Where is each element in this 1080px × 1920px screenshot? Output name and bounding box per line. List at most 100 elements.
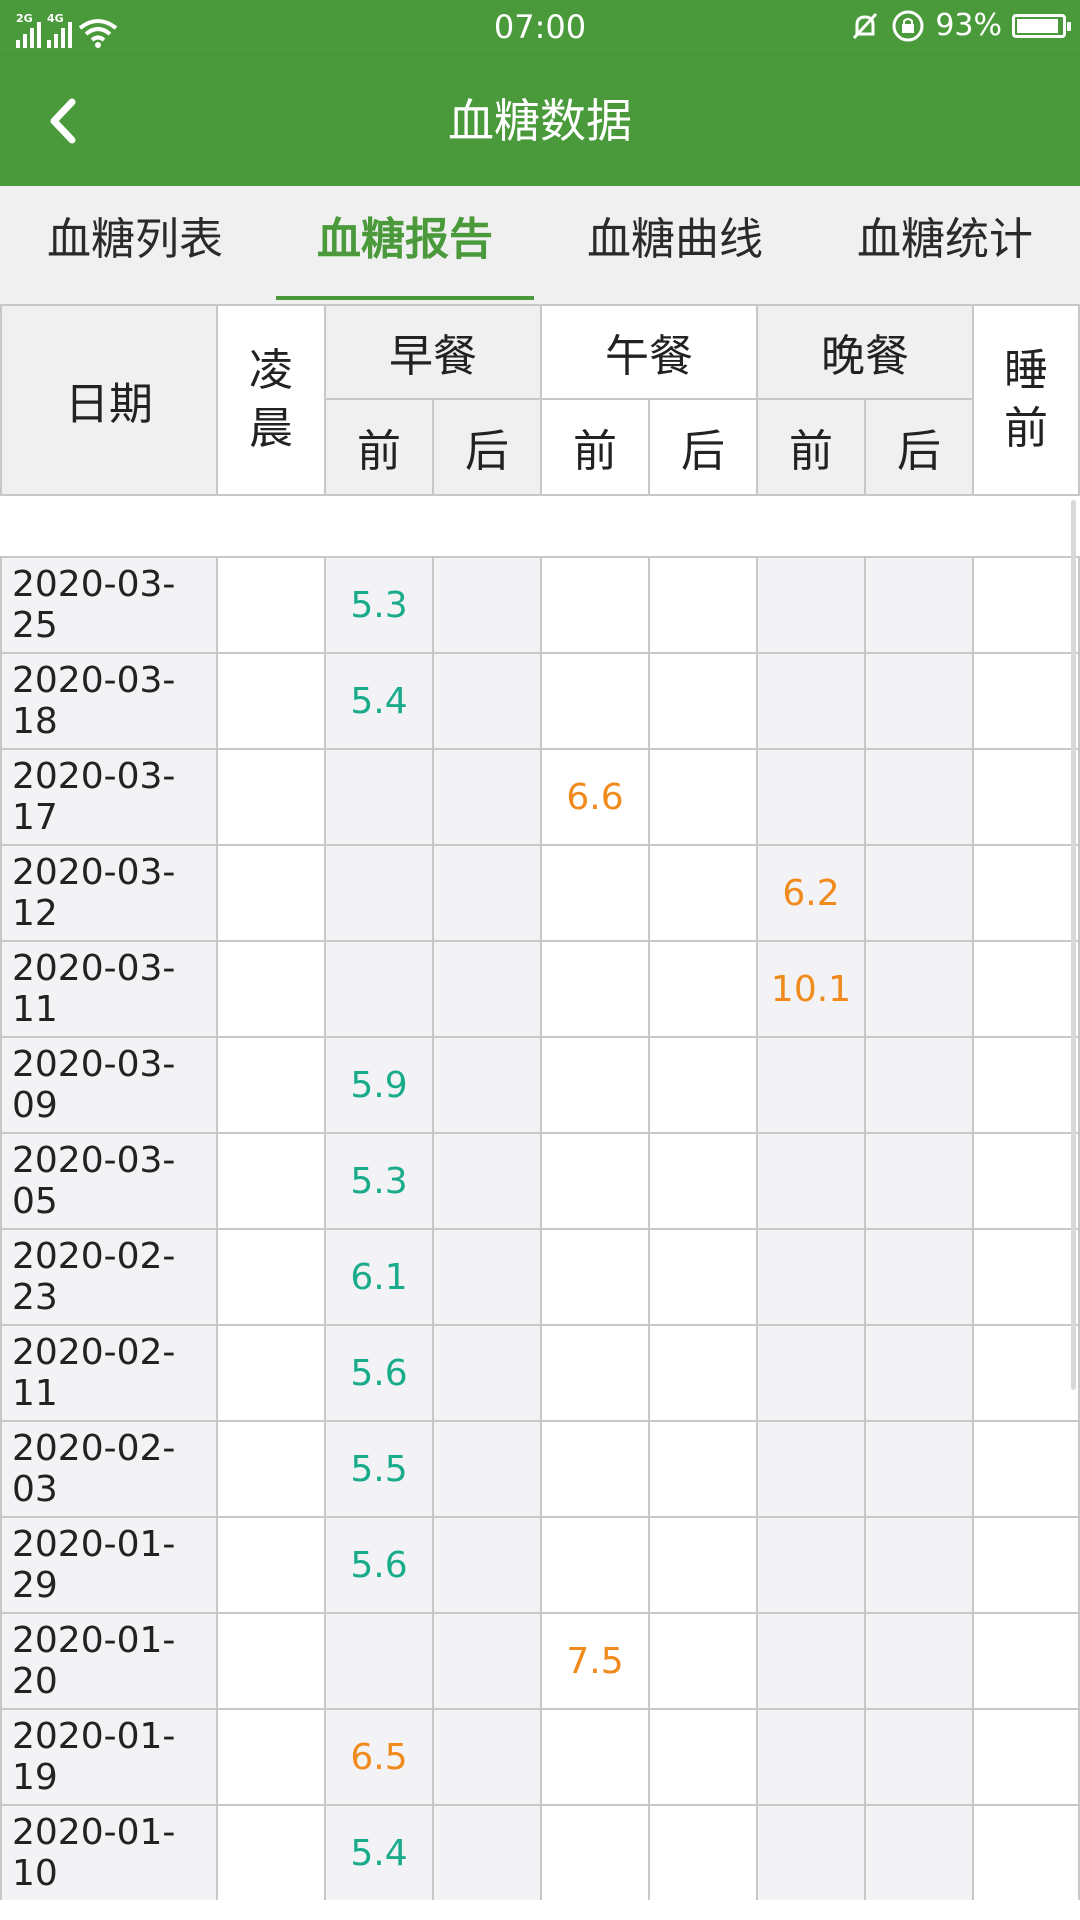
value-cell	[866, 942, 974, 1036]
value-cell	[974, 1806, 1080, 1900]
app-bar: 血糖数据	[0, 56, 1080, 186]
value-cell	[218, 1614, 326, 1708]
mute-bell-icon	[853, 12, 878, 39]
table-row[interactable]: 2020-01-20 7.5	[0, 1612, 1080, 1708]
sub-label: 后	[465, 426, 509, 477]
value-cell	[650, 942, 758, 1036]
value-cell	[434, 1038, 542, 1132]
value-cell	[974, 1422, 1080, 1516]
value-cell	[650, 1806, 758, 1900]
value-cell	[974, 1326, 1080, 1420]
value-cell	[434, 942, 542, 1036]
value-cell	[434, 846, 542, 940]
tab-blood-sugar-stats[interactable]: 血糖统计	[810, 186, 1080, 304]
table-row[interactable]: 2020-01-29 5.6	[0, 1516, 1080, 1612]
value-cell: 5.9	[326, 1038, 434, 1132]
value-cell	[866, 1038, 974, 1132]
status-right: 93%	[849, 8, 1071, 43]
sub-label: 前	[573, 426, 617, 477]
table-row[interactable]: 2020-03-17 6.6	[0, 748, 1080, 844]
date-cell: 2020-03-12	[0, 846, 218, 940]
value-cell	[974, 1230, 1080, 1324]
back-button[interactable]	[30, 84, 104, 158]
header-dinner-after: 后	[866, 400, 974, 494]
table-row[interactable]: 2020-02-11 5.6	[0, 1324, 1080, 1420]
date-cell: 2020-03-25	[0, 558, 218, 652]
tab-bar: 血糖列表 血糖报告 血糖曲线 血糖统计	[0, 186, 1080, 304]
battery-percent: 93%	[935, 8, 1002, 43]
value-cell	[650, 558, 758, 652]
value-cell	[866, 558, 974, 652]
value-cell	[650, 1230, 758, 1324]
value-cell	[542, 1518, 650, 1612]
table-row[interactable]: 2020-03-05 5.3	[0, 1132, 1080, 1228]
value-cell	[218, 1038, 326, 1132]
value-cell	[866, 750, 974, 844]
value-cell: 6.5	[326, 1710, 434, 1804]
header-bedtime-2: 前	[1004, 403, 1048, 454]
value-cell	[218, 1134, 326, 1228]
table-row[interactable]: 2020-03-18 5.4	[0, 652, 1080, 748]
scrollbar[interactable]	[1071, 500, 1076, 1390]
tab-label: 血糖曲线	[587, 214, 763, 265]
network-label-4g: 4G	[47, 12, 64, 25]
value-cell	[866, 1134, 974, 1228]
value-cell	[866, 1806, 974, 1900]
value-cell	[974, 558, 1080, 652]
value-cell	[218, 942, 326, 1036]
value-cell: 5.4	[326, 654, 434, 748]
header-early-morning-2: 晨	[249, 403, 293, 454]
value-cell	[866, 1326, 974, 1420]
value-cell	[650, 1038, 758, 1132]
table-header: 日期 凌 晨 早餐 午餐 晚餐 睡 前 前 后 前 后 前 后	[0, 304, 1080, 496]
tab-blood-sugar-report[interactable]: 血糖报告	[270, 186, 540, 304]
value-cell	[542, 1806, 650, 1900]
table-row[interactable]: 2020-02-03 5.5	[0, 1420, 1080, 1516]
table-row[interactable]: 2020-03-12 6.2	[0, 844, 1080, 940]
table-row[interactable]: 2020-02-23 6.1	[0, 1228, 1080, 1324]
value-cell	[758, 1134, 866, 1228]
value-cell	[326, 750, 434, 844]
value-cell	[866, 1230, 974, 1324]
table-row[interactable]: 2020-03-09 5.9	[0, 1036, 1080, 1132]
value-cell	[650, 1134, 758, 1228]
table-row[interactable]: 2020-01-19 6.5	[0, 1708, 1080, 1804]
page-title: 血糖数据	[448, 94, 632, 148]
value-cell	[974, 1518, 1080, 1612]
value-cell	[218, 1710, 326, 1804]
value-cell	[758, 558, 866, 652]
value-cell	[542, 654, 650, 748]
value-cell	[650, 1518, 758, 1612]
value-cell	[650, 1326, 758, 1420]
active-tab-indicator	[276, 296, 534, 300]
header-lunch: 午餐	[542, 306, 758, 400]
tab-label: 血糖统计	[857, 214, 1033, 265]
value-cell	[758, 1518, 866, 1612]
value-cell: 5.5	[326, 1422, 434, 1516]
value-cell	[434, 1326, 542, 1420]
date-cell: 2020-03-17	[0, 750, 218, 844]
value-cell	[434, 558, 542, 652]
value-cell	[758, 1806, 866, 1900]
table-row[interactable]: 2020-03-11 10.1	[0, 940, 1080, 1036]
value-cell	[650, 750, 758, 844]
value-cell	[218, 654, 326, 748]
header-breakfast-before: 前	[326, 400, 434, 494]
value-cell: 5.3	[326, 558, 434, 652]
date-cell: 2020-02-23	[0, 1230, 218, 1324]
tab-blood-sugar-curve[interactable]: 血糖曲线	[540, 186, 810, 304]
value-cell	[758, 1614, 866, 1708]
tab-label: 血糖报告	[317, 214, 493, 265]
value-cell	[434, 1422, 542, 1516]
header-early-morning-1: 凌	[249, 345, 293, 396]
battery-fill	[1017, 18, 1058, 33]
value-cell	[758, 1230, 866, 1324]
value-cell: 6.1	[326, 1230, 434, 1324]
header-lunch-after: 后	[650, 400, 758, 494]
tab-blood-sugar-list[interactable]: 血糖列表	[0, 186, 270, 304]
value-cell: 6.6	[542, 750, 650, 844]
value-cell: 5.4	[326, 1806, 434, 1900]
table-row[interactable]: 2020-03-25 5.3	[0, 556, 1080, 652]
value-cell: 6.2	[758, 846, 866, 940]
table-row[interactable]: 2020-01-10 5.4	[0, 1804, 1080, 1900]
